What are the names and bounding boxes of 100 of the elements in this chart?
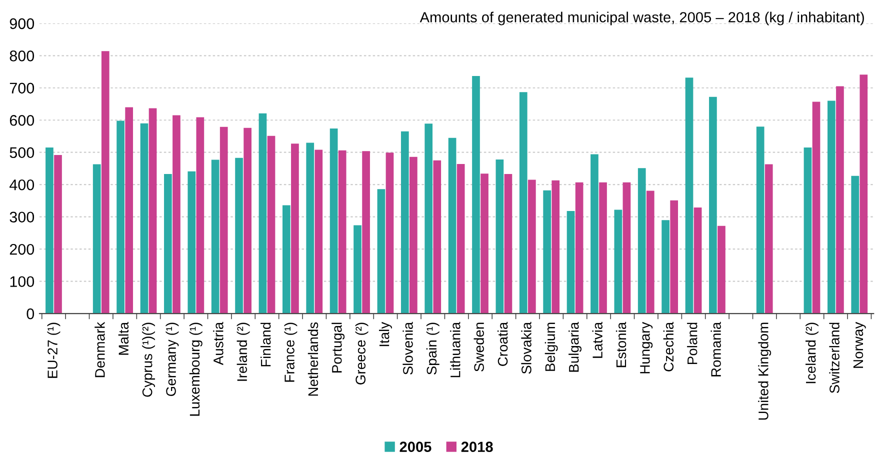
bar xyxy=(472,76,480,314)
bar xyxy=(211,160,220,314)
bar xyxy=(575,182,584,314)
x-tick-label: Portugal xyxy=(332,322,345,372)
x-tick-label: Cyprus (¹)(²) xyxy=(142,322,155,397)
y-tick-label: 300 xyxy=(10,212,34,223)
bar xyxy=(338,150,346,314)
x-tick-label: Poland xyxy=(687,322,698,364)
x-tick-label: United Kingdom xyxy=(758,322,772,420)
bar xyxy=(614,210,622,314)
x-tick-label: Netherlands xyxy=(308,322,318,396)
bar xyxy=(519,92,528,314)
x-tick-label: Luxembourg (¹) xyxy=(189,322,202,416)
bar xyxy=(528,180,536,314)
bar xyxy=(812,102,820,314)
chart-title: Amounts of generated municipal waste, 2005 – 2018 (kg / inhabitant) xyxy=(420,12,864,26)
bar xyxy=(92,164,101,314)
bar xyxy=(448,138,456,314)
bar xyxy=(851,176,860,314)
x-tick-label: EU-27 (¹) xyxy=(47,322,60,378)
bar xyxy=(590,154,598,314)
x-tick-label: Germany (¹) xyxy=(166,322,179,396)
y-tick-label: 200 xyxy=(10,244,34,255)
x-tick-label: Greece (²) xyxy=(355,322,368,384)
bar xyxy=(828,100,836,314)
x-tick-label: Latvia xyxy=(592,322,602,358)
x-tick-label: Estonia xyxy=(616,322,626,368)
bar xyxy=(235,158,243,314)
bar xyxy=(410,156,418,314)
x-tick-label: Romania xyxy=(710,322,721,376)
bar xyxy=(244,128,252,314)
bar xyxy=(172,115,180,314)
x-tick-label: Denmark xyxy=(94,322,105,378)
bar xyxy=(718,226,726,314)
bar xyxy=(646,190,654,314)
x-tick-label: Italy xyxy=(379,322,392,346)
bar xyxy=(424,124,433,314)
bar xyxy=(552,180,560,314)
bar xyxy=(756,126,764,314)
bar xyxy=(330,128,338,314)
bar xyxy=(148,108,157,314)
bar xyxy=(456,164,465,314)
x-tick-label: Sweden xyxy=(474,322,484,372)
x-tick-label: Ireland (²) xyxy=(236,322,250,381)
x-tick-label: Croatia xyxy=(497,322,508,366)
bar xyxy=(496,159,504,314)
bar xyxy=(599,182,607,314)
bar xyxy=(638,168,646,314)
y-tick-label: 500 xyxy=(10,147,34,158)
bar xyxy=(400,131,409,314)
x-tick-label: Czechia xyxy=(663,322,674,372)
bar xyxy=(480,174,488,314)
bar xyxy=(116,120,124,314)
x-tick-label: Spain (¹) xyxy=(426,322,440,375)
bar xyxy=(54,154,62,314)
x-tick-label: Switzerland xyxy=(829,322,840,394)
x-tick-label: Iceland (²) xyxy=(806,322,818,384)
bar xyxy=(101,51,110,314)
bar xyxy=(188,171,196,314)
y-tick-label: 600 xyxy=(10,114,34,126)
bar xyxy=(685,78,694,314)
bar xyxy=(709,96,717,314)
bar xyxy=(764,164,773,314)
bar xyxy=(46,148,54,314)
bar xyxy=(566,211,575,314)
legend-label: 2005 xyxy=(400,442,432,452)
bar xyxy=(622,182,631,314)
bar xyxy=(258,113,267,314)
bar xyxy=(662,220,670,314)
x-tick-label: France (¹) xyxy=(284,322,298,382)
y-tick-label: 0 xyxy=(26,308,34,320)
bar xyxy=(306,142,314,314)
bar xyxy=(354,225,362,314)
bar xyxy=(543,190,552,314)
bar xyxy=(860,74,868,314)
x-tick-label: Austria xyxy=(213,322,224,366)
bar xyxy=(125,107,134,314)
x-tick-label: Malta xyxy=(118,322,129,355)
bar xyxy=(267,136,276,314)
y-tick-label: 800 xyxy=(10,50,34,62)
bar xyxy=(314,150,323,314)
x-tick-label: Hungary xyxy=(640,322,653,374)
bar xyxy=(196,117,204,314)
bar xyxy=(433,160,442,314)
x-tick-label: Slovakia xyxy=(521,322,532,374)
bar xyxy=(670,200,678,314)
y-tick-label: 700 xyxy=(10,82,34,94)
x-tick-label: Bulgaria xyxy=(568,322,582,372)
bar xyxy=(220,126,228,314)
x-tick-label: Lithuania xyxy=(450,322,460,378)
bar xyxy=(377,189,386,314)
y-tick-label: 900 xyxy=(10,18,34,30)
x-tick-label: Finland xyxy=(260,322,271,366)
bar xyxy=(164,174,172,314)
bar xyxy=(804,148,812,314)
x-tick-label: Norway xyxy=(853,322,866,368)
bar xyxy=(504,174,512,314)
bar xyxy=(282,205,290,314)
y-tick-label: 400 xyxy=(10,179,34,190)
y-tick-label: 100 xyxy=(10,276,34,288)
